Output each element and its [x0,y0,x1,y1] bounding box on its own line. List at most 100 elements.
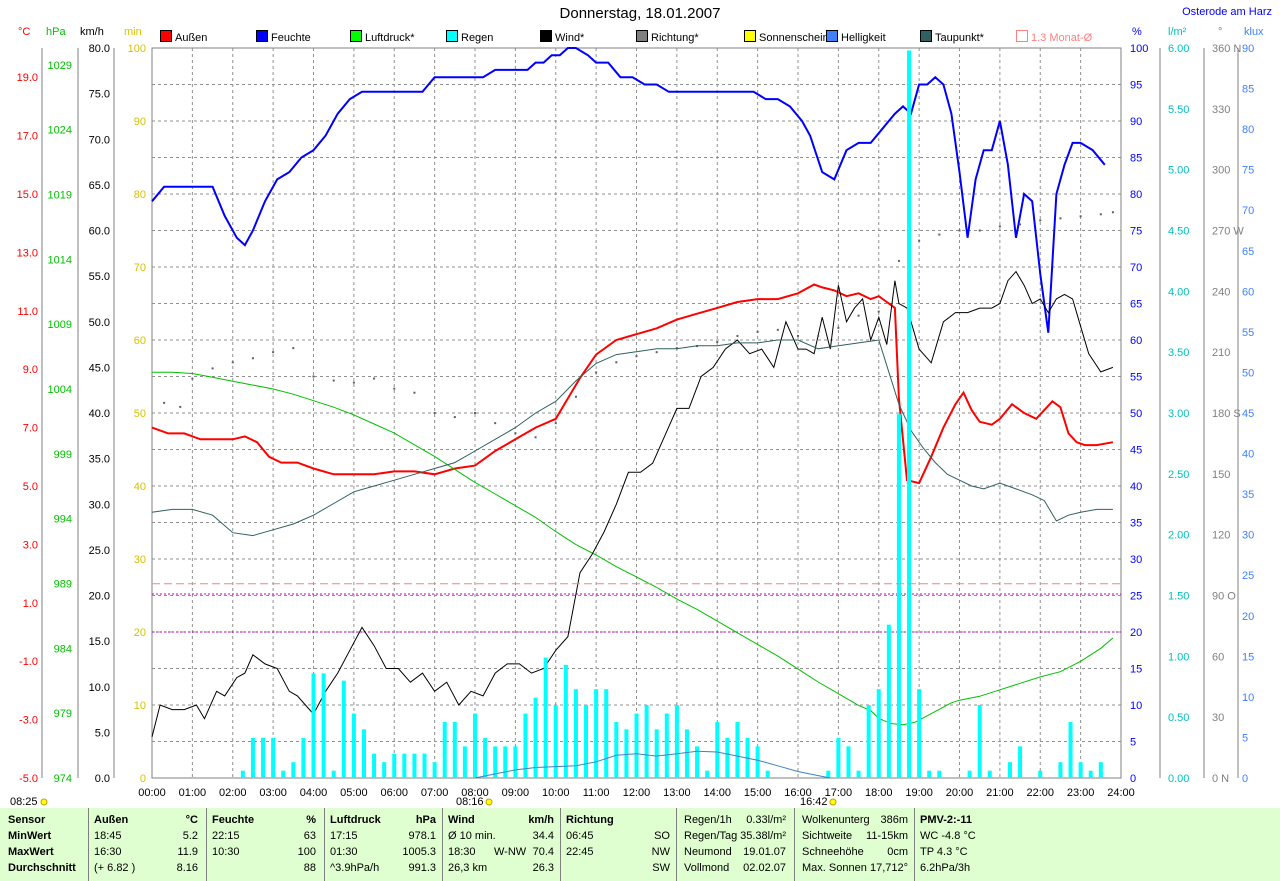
rain-bar [271,737,276,778]
wind-tick-label: 25.0 [89,545,110,557]
sunshine_min-tick-label: 30 [134,554,146,566]
x-tick-label: 20:00 [946,787,974,799]
marker-sunrise-time: 08:25 [10,796,38,808]
legend-swatch [636,30,648,42]
legend-item: Wind* [540,30,584,44]
rain-tick-label: 5.50 [1168,104,1189,116]
lux-tick-label: 55 [1242,327,1254,339]
luftdruck-min-value: 978.1 [408,830,436,842]
richtung-max-time: 22:45 [566,846,594,858]
pmv-header: PMV-2:-11 [920,814,972,826]
pressure-tick-label: 974 [54,773,72,785]
pressure-trend-value: 6.2hPa/3h [920,862,971,874]
wind-tick-label: 45.0 [89,362,110,374]
rain-bar [361,729,366,778]
wind-tick-label: 30.0 [89,499,110,511]
x-tick-label: 23:00 [1067,787,1095,799]
rain-bar [291,762,296,778]
rain-bar [553,705,558,778]
direction-tick-label: 120 [1212,530,1230,542]
legend-label: Feuchte [271,32,311,44]
rain-bar [604,689,609,778]
feuchte-max-time: 10:30 [212,846,240,858]
rain-bar [634,713,639,778]
wind-run: 26,3 km [448,862,488,874]
rain-tick-label: 2.50 [1168,469,1189,481]
humidity-tick-label: 40 [1130,481,1142,493]
humidity-tick-label: 85 [1130,153,1142,165]
rain-bar [1038,770,1043,778]
series-line-au-en [151,283,1114,485]
lux-tick-label: 10 [1242,692,1254,704]
divider [560,808,561,881]
direction-tick-label: 0 N [1212,773,1229,785]
rain-bar [1088,770,1093,778]
humidity-tick-label: 95 [1130,80,1142,92]
unit-humidity: % [1132,26,1142,38]
direction-point [938,233,941,236]
wolken-col: Wolkenunterg 386m Sichtweite 11-15km Schne… [802,812,908,878]
direction-point [332,379,335,382]
legend-swatch [744,30,756,42]
rain-tick-label: 1.00 [1168,651,1189,663]
luftdruck-min-time: 17:15 [330,830,358,842]
legend-item: 1.3 Monat-Ø [1016,30,1092,44]
series-line-feuchte [151,47,1106,333]
legend-label: Helligkeit [841,32,886,44]
wind-tick-label: 15.0 [89,636,110,648]
pressure-tick-label: 994 [54,514,72,526]
rain-bar [452,722,457,778]
marker-sun-time: 08:16 [456,796,484,808]
pressure-tick-label: 1009 [48,319,72,331]
rain-tick-label: 5.00 [1168,165,1189,177]
wind-avg-label: Ø 10 min. [448,830,496,842]
rain-bar [967,770,972,778]
direction-point [433,412,436,414]
x-tick-label: 15:00 [744,787,772,799]
direction-point [554,422,557,425]
rain-bar [573,689,578,778]
x-tick-label: 13:00 [663,787,691,799]
legend-item: Helligkeit [826,30,886,44]
rain-tick-label: 6.00 [1168,43,1189,55]
rain-bar [614,722,619,778]
wind-mean-value: 26.3 [532,862,554,874]
x-tick-label: 24:00 [1107,787,1135,799]
direction-point [756,330,759,333]
legend-item: Feuchte [256,30,311,44]
rain-tick-label: 0.00 [1168,773,1189,785]
pmv-col: PMV-2:-11 WC -4.8 °C TP 4.3 °C 6.2hPa/3h [920,812,1020,878]
wind-tick-label: 5.0 [95,727,110,739]
sunshine_min-tick-label: 0 [140,773,146,785]
direction-tick-label: 180 S [1212,408,1241,420]
direction-point [716,341,719,344]
series-line-luftdruck- [152,371,1114,726]
sun-marker [40,798,48,806]
direction-point [595,371,598,374]
rain-bar [937,770,942,778]
stats-footer: Sensor MinWert MaxWert Durchschnitt Auße… [0,808,1280,881]
pressure-tick-label: 984 [54,643,72,655]
vollmond-value: 02.02.07 [743,862,786,874]
lux-tick-label: 85 [1242,84,1254,96]
rain-bar [826,770,831,778]
rain-bar [1018,746,1023,778]
wind-tick-label: 80.0 [89,43,110,55]
rain-bar [513,746,518,778]
rain-bar [563,664,568,778]
x-tick-label: 02:00 [219,787,247,799]
legend-item: Luftdruck* [350,30,415,44]
richtung-avg-value: SW [652,862,670,874]
humidity-tick-label: 15 [1130,664,1142,676]
lux-tick-label: 5 [1242,732,1248,744]
rain-bar [432,762,437,778]
divider [442,808,443,881]
lux-tick-label: 0 [1242,773,1248,785]
rain-bar [876,689,881,778]
wind-tick-label: 40.0 [89,408,110,420]
legend-item: Sonnenschein [744,30,829,44]
direction-point [897,259,900,262]
x-tick-label: 09:00 [502,787,530,799]
rain-bar [483,737,488,778]
unit-pressure: hPa [46,26,66,38]
